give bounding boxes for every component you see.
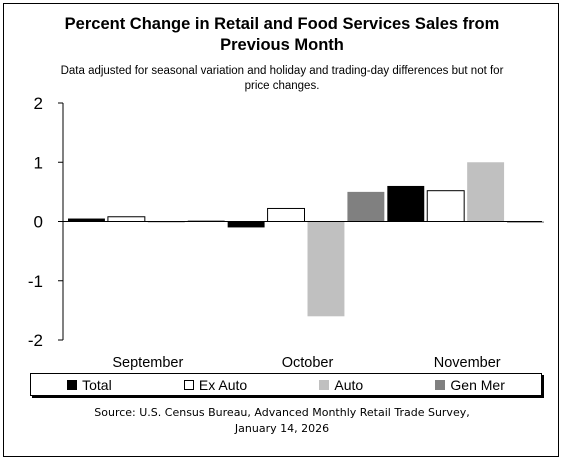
- bar-total-september: [68, 218, 105, 222]
- bar-ex-auto-october: [267, 207, 306, 222]
- legend-label: Gen Mer: [450, 376, 505, 393]
- legend-label: Total: [82, 376, 112, 393]
- bar-total-october: [227, 221, 265, 228]
- x-category-label: November: [434, 355, 501, 371]
- legend-label: Auto: [334, 376, 364, 393]
- legend-item: Ex Auto: [183, 376, 248, 393]
- chart-subtitle-line-2: price changes.: [244, 80, 320, 92]
- chart-title-line-2: Previous Month: [220, 36, 344, 54]
- legend-item: Gen Mer: [435, 376, 505, 393]
- legend-swatch: [319, 379, 330, 390]
- source-line-2: January 14, 2026: [234, 422, 330, 435]
- bar-auto-october: [307, 221, 345, 317]
- bar-gen-mer-october: [347, 191, 385, 222]
- bar-total-november: [387, 185, 425, 222]
- bar-ex-auto-september: [107, 216, 146, 222]
- legend-label: Ex Auto: [198, 376, 248, 393]
- chart-source: Source: U.S. Census Bureau, Advanced Mon…: [0, 405, 564, 437]
- bar-auto-september: [147, 221, 185, 223]
- source-line-1: Source: U.S. Census Bureau, Advanced Mon…: [94, 406, 470, 419]
- y-tick-label: 1: [34, 153, 43, 172]
- x-category-label: October: [282, 355, 334, 371]
- chart-title-line-1: Percent Change in Retail and Food Servic…: [64, 15, 500, 33]
- bar-ex-auto-november: [426, 190, 465, 223]
- legend-item: Total: [67, 377, 112, 393]
- chart-legend: Total Ex Auto Auto Gen Mer: [30, 373, 542, 396]
- x-category-label: September: [112, 355, 183, 371]
- chart-title: Percent Change in Retail and Food Servic…: [0, 14, 564, 56]
- y-tick-label: -1: [28, 272, 43, 291]
- bar-gen-mer-november: [507, 221, 544, 223]
- y-tick-label: 2: [34, 94, 43, 113]
- bar-auto-november: [467, 162, 505, 222]
- legend-swatch: [183, 379, 194, 390]
- chart-subtitle-line-1: Data adjusted for seasonal variation and…: [60, 65, 504, 77]
- chart-frame: [3, 3, 559, 457]
- legend-item: Auto: [319, 377, 363, 393]
- bar-gen-mer-september: [187, 220, 225, 222]
- chart-subtitle: Data adjusted for seasonal variation and…: [0, 64, 564, 94]
- y-tick-label: 0: [34, 213, 43, 232]
- legend-swatch: [435, 379, 446, 390]
- legend-swatch: [67, 379, 78, 390]
- y-tick-label: -2: [28, 331, 43, 350]
